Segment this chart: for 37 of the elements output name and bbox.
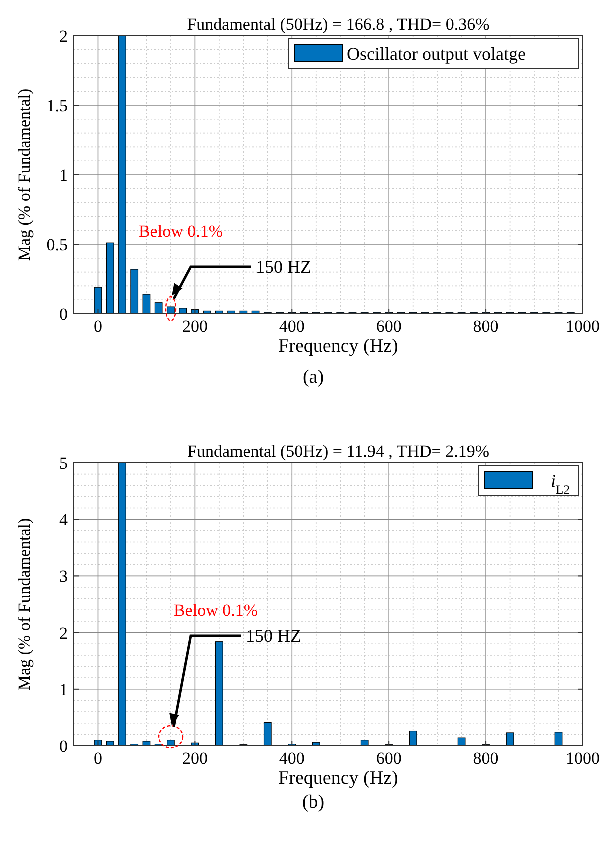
y-tick-label: 2 [60,624,68,643]
y-tick-label: 1 [60,680,68,700]
x-tick-label: 800 [473,317,499,336]
x-tick-label: 200 [182,317,208,336]
chart-title: Fundamental (50Hz) = 11.94 , THD= 2.19% [188,442,490,461]
x-tick-label: 200 [182,749,208,768]
y-axis-title: Mag (% of Fundamental) [15,88,34,262]
x-tick-label: 1000 [566,749,600,768]
x-tick-label: 600 [376,317,402,336]
x-tick-label: 600 [376,749,402,768]
x-tick-label: 800 [473,749,499,768]
y-tick-label: 0 [60,305,68,324]
x-tick-label: 400 [279,749,305,768]
y-tick-label: 3 [60,567,68,586]
y-tick-label: 0.5 [46,236,68,254]
x-tick-label: 1000 [566,317,600,336]
y-tick-label: 0 [60,737,68,756]
text: (b) [302,792,325,813]
annotation: Below 0.1% [138,222,224,241]
x-tick-label: 0 [94,749,102,768]
y-tick-label: 1.5 [46,96,68,116]
legend-label: Oscillator output volatge [347,44,526,64]
y-tick-label: 1 [60,166,68,185]
chart-title: Fundamental (50Hz) = 166.8 , THD= 0.36% [187,15,490,34]
x-axis-title: Frequency (Hz) [278,768,398,789]
legend-label: i$_{L2}$ [551,471,570,497]
annotation: 150 HZ [256,257,312,277]
annotation: 150 HZ [246,626,302,646]
annotation: Below 0.1% [174,601,258,620]
y-tick-label: 2 [60,27,68,46]
x-axis-title: Frequency (Hz) [278,336,398,357]
y-axis-title: Mag (% of Fundamental) [15,518,34,691]
x-tick-label: 400 [279,317,305,336]
text: (a) [302,367,324,388]
x-tick-label: 0 [94,317,102,336]
y-tick-label: 5 [60,454,68,473]
y-tick-label: 4 [60,510,68,530]
